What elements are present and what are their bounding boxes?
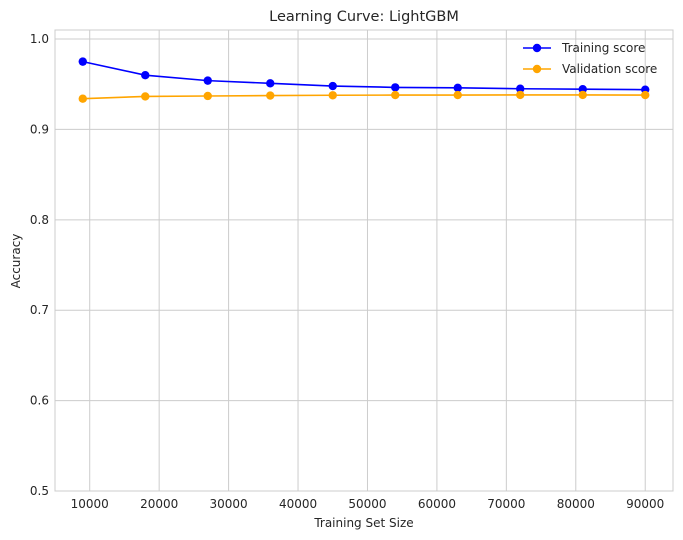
series-point-0	[328, 81, 337, 91]
x-tick-label: 20000	[140, 497, 178, 511]
x-tick-label: 60000	[418, 497, 456, 511]
series-point-1	[391, 90, 400, 100]
x-axis-label: Training Set Size	[313, 516, 413, 530]
series-point-1	[328, 91, 337, 100]
x-tick-label: 40000	[279, 497, 317, 511]
series-point-0	[266, 79, 275, 88]
series-point-1	[266, 91, 275, 100]
series-point-1	[516, 90, 525, 100]
legend: Training score Validation score	[523, 41, 657, 76]
x-tick-label: 80000	[557, 497, 595, 511]
series-point-1	[78, 94, 87, 103]
y-tick-label: 0.9	[30, 122, 49, 136]
y-tick-label: 1.0	[30, 32, 49, 46]
series-point-0	[203, 76, 212, 85]
grid-lines	[55, 30, 673, 492]
x-tick-label: 30000	[210, 497, 248, 511]
series-point-0	[516, 84, 525, 93]
series-point-1	[141, 92, 150, 101]
y-tick-label: 0.7	[30, 303, 49, 317]
legend-swatch-marker	[532, 43, 542, 53]
y-tick-label: 0.8	[30, 213, 49, 227]
series-line-1	[82, 94, 646, 100]
x-tick-label: 50000	[348, 497, 386, 511]
x-tick-label: 70000	[487, 497, 525, 511]
y-axis-label: Accuracy	[9, 234, 23, 289]
series-line-0	[82, 60, 646, 91]
legend-swatch-marker	[532, 64, 542, 74]
x-tick-label: 10000	[71, 497, 109, 511]
series-point-0	[141, 70, 150, 80]
series-point-1	[578, 90, 587, 100]
plot-area	[54, 29, 674, 492]
series-layer	[78, 57, 650, 103]
y-tick-label: 0.5	[30, 484, 49, 498]
tick-labels: 10000 20000 30000 40000 50000 60000 70000 80000…	[30, 32, 664, 511]
series-point-0	[453, 83, 462, 93]
series-point-1	[453, 90, 462, 100]
legend-label: Training score	[561, 41, 645, 55]
series-point-1	[203, 91, 212, 101]
series-point-0	[391, 83, 400, 92]
legend-label: Validation score	[562, 62, 657, 76]
series-point-1	[641, 90, 650, 100]
series-point-0	[78, 57, 87, 66]
y-tick-label: 0.6	[30, 394, 49, 408]
chart-title: Learning Curve: LightGBM	[269, 9, 459, 25]
x-tick-label: 90000	[626, 497, 664, 511]
